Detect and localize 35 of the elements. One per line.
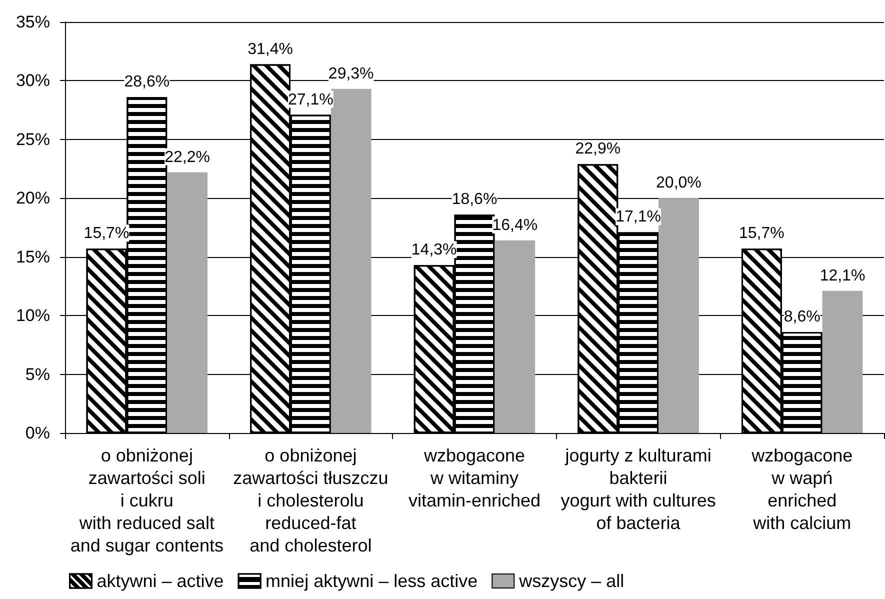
x-tick-label: o obniżonej zawartości soli i cukru with reduced salt and sugar contents	[70, 445, 224, 556]
y-tick-label: 5%	[25, 364, 50, 384]
bar	[494, 240, 536, 433]
y-tick-label: 35%	[16, 12, 50, 32]
y-tick-label: 15%	[16, 247, 50, 266]
x-tick-label: wzbogacone w witaminy vitamin-enriched	[408, 445, 541, 510]
data-label: 27,1%	[288, 91, 334, 108]
data-label: 20,0%	[656, 174, 702, 192]
y-tick-label: 0%	[25, 424, 50, 442]
y-tick-label: 30%	[16, 71, 50, 90]
x-tick-label: jogurty z kulturami bakterii yogurt with cultures of bacteria	[560, 445, 716, 533]
x-tick-label: o obniżonej zawartości tłuszczu i cholesterolu reduced-fat and cholesterol	[233, 445, 388, 556]
data-label: 16,4%	[492, 216, 538, 234]
x-tick-label: wzbogacone w wapń enriched with calcium	[750, 445, 853, 533]
data-label: 15,7%	[739, 225, 784, 242]
data-label: 18,6%	[452, 191, 498, 208]
legend-label: mniej aktywni – less active	[266, 571, 478, 591]
data-label: 22,9%	[575, 140, 621, 158]
data-label: 14,3%	[411, 242, 457, 259]
data-label: 31,4%	[248, 40, 293, 58]
data-label: 12,1%	[820, 267, 866, 284]
data-label: 17,1%	[616, 208, 661, 226]
bar	[167, 172, 208, 433]
data-label: 28,6%	[124, 74, 170, 91]
legend-label: wszyscy – all	[518, 571, 624, 591]
legend-label: aktywni – active	[96, 571, 224, 591]
y-tick-label: 10%	[16, 306, 50, 326]
y-tick-label: 20%	[16, 188, 50, 208]
data-label: 15,7%	[84, 225, 130, 242]
bar	[658, 198, 699, 433]
data-label: 8,6%	[784, 308, 820, 326]
y-tick-label: 25%	[16, 130, 50, 149]
bar	[822, 290, 863, 433]
data-label: 29,3%	[328, 65, 374, 82]
data-label: 22,2%	[164, 148, 210, 166]
